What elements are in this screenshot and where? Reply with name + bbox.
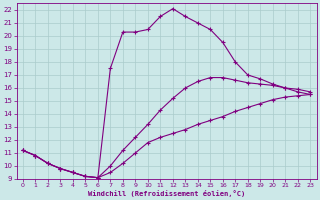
X-axis label: Windchill (Refroidissement éolien,°C): Windchill (Refroidissement éolien,°C): [88, 190, 245, 197]
